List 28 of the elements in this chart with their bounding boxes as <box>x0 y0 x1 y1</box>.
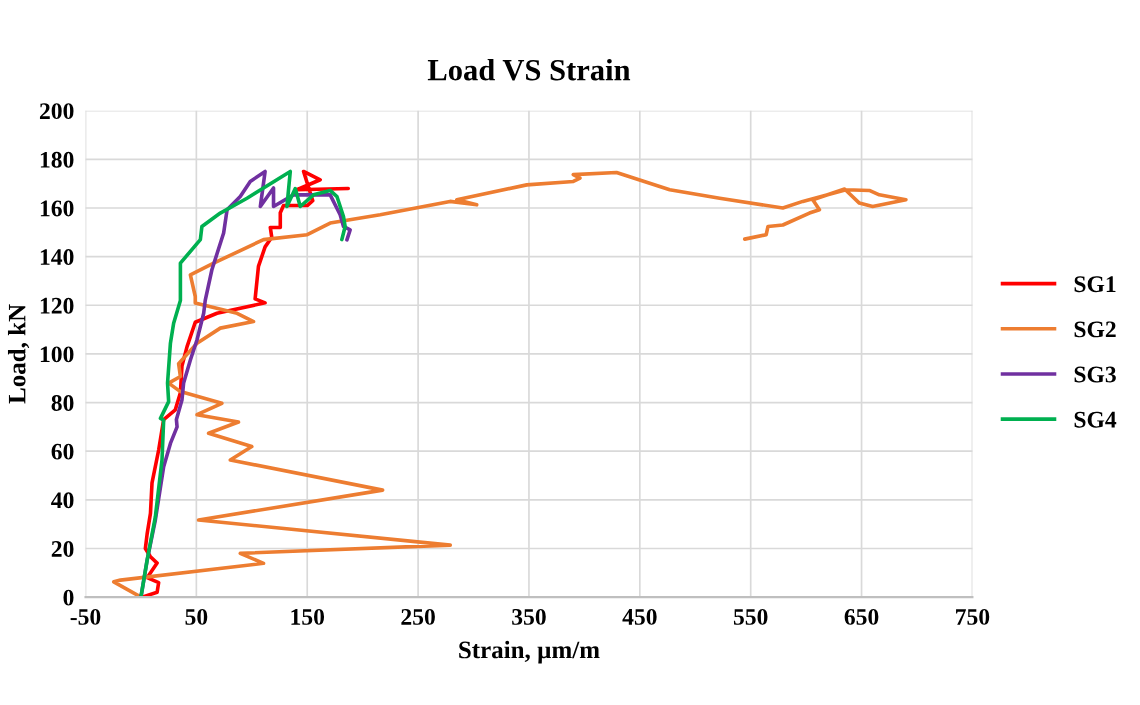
x-tick-label: 350 <box>512 608 546 625</box>
y-tick-label: 180 <box>40 151 74 168</box>
y-tick-label: 60 <box>51 443 74 460</box>
x-tick-label: 750 <box>956 608 990 625</box>
y-tick-label: 0 <box>63 589 74 606</box>
y-tick-label: 100 <box>40 346 74 363</box>
y-tick-label: 20 <box>51 540 74 557</box>
y-tick-label: 80 <box>51 395 74 411</box>
y-tick-label: 40 <box>51 492 74 509</box>
x-tick-label: 250 <box>401 608 435 625</box>
legend-label: SG2 <box>1074 321 1116 338</box>
y-axis-title: Load, kN <box>7 304 30 404</box>
x-tick-label: 50 <box>185 608 208 625</box>
x-tick-label: 650 <box>844 608 879 625</box>
x-tick-label: 550 <box>733 608 768 625</box>
y-tick-label: 160 <box>40 200 74 217</box>
x-tick-label: 450 <box>622 608 657 625</box>
y-tick-label: 120 <box>40 297 74 314</box>
y-tick-label: 140 <box>40 249 74 266</box>
line-series <box>111 170 908 598</box>
x-axis-title: Strain, µm/m <box>459 640 600 664</box>
x-tick-label: 150 <box>291 608 325 625</box>
y-tick-label: 200 <box>39 103 74 120</box>
legend-label: SG3 <box>1074 366 1116 383</box>
chart-title: Load VS Strain <box>427 58 631 81</box>
legend-label: SG1 <box>1074 276 1116 293</box>
legend-label: SG4 <box>1074 411 1117 428</box>
x-tick-label: -50 <box>70 608 101 625</box>
